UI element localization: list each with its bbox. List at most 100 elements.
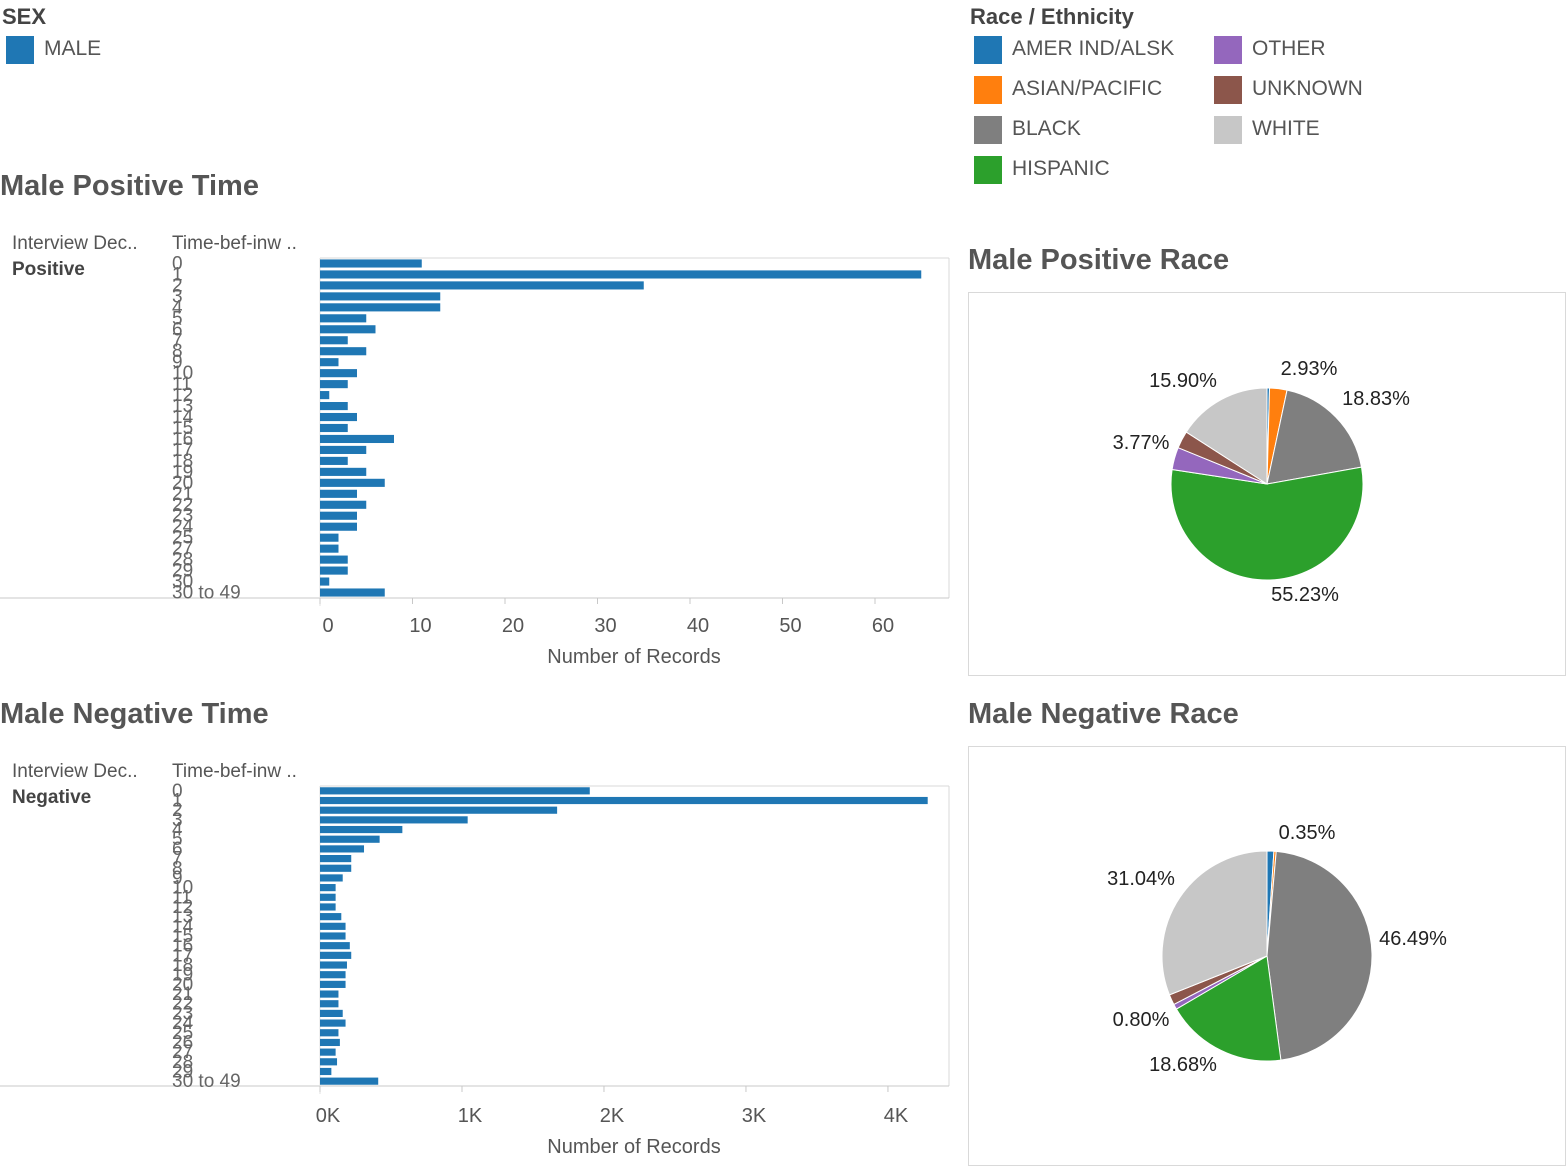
bar-3[interactable] [320, 816, 468, 824]
bar-14[interactable] [320, 412, 357, 422]
bar-10[interactable] [320, 369, 357, 378]
bar-8[interactable] [320, 864, 352, 872]
category-label: 2 [172, 800, 183, 821]
bar-22[interactable] [320, 500, 367, 509]
bar-20[interactable] [320, 980, 346, 988]
positive-time-col-interview[interactable]: Interview Dec.. [12, 233, 138, 254]
x-tick-label: 0 [322, 615, 333, 637]
positive-race-title: Male Positive Race [968, 244, 1230, 276]
bar-0[interactable] [320, 259, 422, 268]
negative-time-col-time[interactable]: Time-bef-inw .. [172, 761, 297, 782]
category-label: 4 [172, 820, 183, 841]
bar-11[interactable] [320, 893, 336, 901]
bar-30-to-49[interactable] [320, 1077, 379, 1085]
bar-27[interactable] [320, 544, 339, 553]
legend-swatch-white [1214, 116, 1242, 144]
bar-7[interactable] [320, 855, 352, 863]
bar-29[interactable] [320, 566, 348, 575]
bar-18[interactable] [320, 456, 348, 465]
bar-27[interactable] [320, 1048, 336, 1056]
bar-1[interactable] [320, 796, 928, 805]
bar-28[interactable] [320, 555, 348, 564]
bar-2[interactable] [320, 806, 558, 814]
bar-19[interactable] [320, 971, 346, 979]
category-label: 28 [172, 1052, 193, 1073]
bar-7[interactable] [320, 336, 348, 345]
negative-time-bars: 0123456789101112131415161718192021222324… [0, 781, 950, 1158]
bar-15[interactable] [320, 423, 348, 433]
bar-23[interactable] [320, 1009, 343, 1017]
positive-race-pie-chart: 2.93%18.83% 55.23% 3.77% 15.90% [968, 292, 1566, 676]
bar-22[interactable] [320, 1000, 339, 1008]
bar-0[interactable] [320, 787, 590, 795]
positive-race-pie: 2.93%18.83% 55.23% 3.77% 15.90% [1113, 358, 1410, 606]
bar-17[interactable] [320, 445, 367, 454]
bar-21[interactable] [320, 990, 339, 998]
positive-time-col-time[interactable]: Time-bef-inw .. [172, 233, 297, 254]
x-tick-label: 1K [458, 1105, 483, 1127]
bar-29[interactable] [320, 1067, 332, 1076]
category-label: 16 [172, 936, 193, 957]
bar-16[interactable] [320, 942, 350, 950]
bar-9[interactable] [320, 358, 339, 367]
bar-13[interactable] [320, 402, 348, 411]
bar-9[interactable] [320, 874, 343, 882]
category-label: 8 [172, 341, 183, 362]
bar-24[interactable] [320, 1019, 346, 1027]
category-label: 13 [172, 907, 193, 928]
bar-25[interactable] [320, 533, 339, 542]
pie-slice-white[interactable] [1185, 387, 1268, 485]
bar-2[interactable] [320, 281, 644, 290]
bar-26[interactable] [320, 1038, 340, 1047]
bar-10[interactable] [320, 884, 336, 892]
pie-label-black: 46.49% [1379, 928, 1447, 950]
bar-5[interactable] [320, 314, 367, 323]
category-label: 25 [172, 528, 193, 549]
bar-28[interactable] [320, 1058, 338, 1066]
category-label: 3 [172, 810, 183, 831]
bar-30[interactable] [320, 577, 330, 586]
bar-30-to-49[interactable] [320, 588, 385, 597]
pie-slice-hispanic[interactable] [1170, 466, 1364, 581]
bar-14[interactable] [320, 922, 346, 930]
bar-20[interactable] [320, 478, 385, 487]
legend-label-other: OTHER [1252, 37, 1326, 60]
pie-slice-white[interactable] [1161, 850, 1268, 996]
bar-17[interactable] [320, 951, 352, 959]
bar-21[interactable] [320, 489, 357, 498]
bar-12[interactable] [320, 903, 336, 911]
bar-13[interactable] [320, 913, 342, 921]
bar-1[interactable] [320, 270, 922, 279]
bar-23[interactable] [320, 511, 357, 520]
category-label: 12 [172, 385, 193, 406]
bar-6[interactable] [320, 845, 365, 853]
pie-slice-black[interactable] [1266, 389, 1363, 485]
positive-time-chart: 0123456789101112131415161718192021222324… [0, 253, 950, 668]
bar-4[interactable] [320, 825, 403, 834]
bar-3[interactable] [320, 292, 441, 301]
bar-4[interactable] [320, 303, 441, 312]
negative-time-col-interview[interactable]: Interview Dec.. [12, 761, 138, 782]
bar-11[interactable] [320, 380, 348, 389]
pie-slice-black[interactable] [1266, 850, 1373, 1061]
category-label: 6 [172, 839, 183, 860]
bar-8[interactable] [320, 347, 367, 356]
legend-label-hispanic: HISPANIC [1012, 157, 1110, 180]
bar-12[interactable] [320, 391, 330, 400]
category-label: 1 [172, 791, 183, 812]
x-tick-label: 30 [594, 615, 616, 637]
bar-19[interactable] [320, 467, 367, 476]
bar-16[interactable] [320, 434, 394, 444]
category-label: 4 [172, 297, 183, 318]
bar-25[interactable] [320, 1029, 339, 1037]
bar-6[interactable] [320, 325, 376, 334]
pie-label-hispanic: 18.68% [1149, 1054, 1217, 1076]
pie-slice-hispanic[interactable] [1175, 955, 1282, 1062]
bar-5[interactable] [320, 835, 380, 843]
legend-swatch-unknown [1214, 76, 1242, 104]
bar-15[interactable] [320, 932, 346, 940]
bar-18[interactable] [320, 961, 347, 969]
bar-24[interactable] [320, 522, 357, 531]
category-label: 18 [172, 955, 193, 976]
x-axis-label: Number of Records [547, 646, 720, 668]
